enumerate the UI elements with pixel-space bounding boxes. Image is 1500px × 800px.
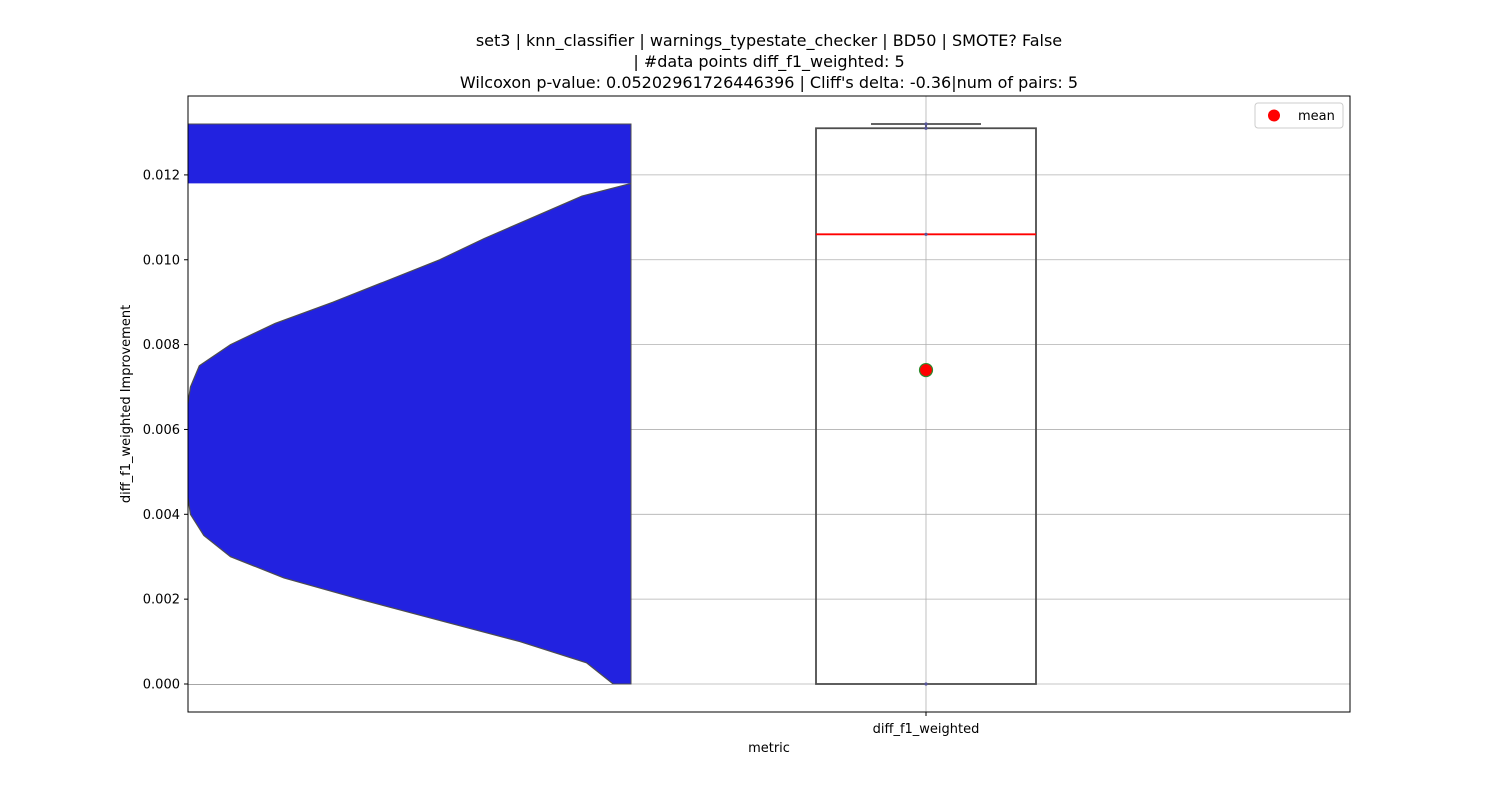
y-axis: 0.000 0.002 0.004 0.006 0.008 0.010 0.012 [143,168,188,693]
y-tick-label: 0.000 [143,678,180,693]
legend: mean [1254,102,1344,129]
chart-title-line-1: set3 | knn_classifier | warnings_typesta… [475,31,1063,50]
plot-area-frame [187,95,1351,713]
x-axis: diff_f1_weighted [873,712,980,737]
data-point [924,122,928,126]
y-tick-label: 0.004 [143,508,180,523]
violin-layer [188,123,632,685]
data-point [924,232,928,236]
data-point [924,682,928,686]
mean-marker [918,362,934,378]
violin-density-void [188,183,631,684]
chart-title-line-2: | #data points diff_f1_weighted: 5 [633,52,905,71]
y-tick-label: 0.002 [143,593,180,608]
legend-mean-marker [1268,109,1280,122]
legend-mean-label: mean [1298,109,1335,124]
legend-box [1254,102,1344,129]
violin-density-curve [188,182,632,685]
y-tick-label: 0.010 [143,253,180,268]
chart-title: set3 | knn_classifier | warnings_typesta… [188,30,1350,93]
y-axis-label: diff_f1_weighted Improvement [119,305,134,503]
x-tick-label: diff_f1_weighted [873,722,980,737]
y-tick-label: 0.006 [143,423,180,438]
chart-title-line-3: Wilcoxon p-value: 0.05202961726446396 | … [459,73,1079,92]
y-tick-label: 0.008 [143,338,180,353]
x-axis-label: metric [748,741,790,756]
y-tick-label: 0.012 [143,168,180,183]
box-plot-layer [815,122,1037,686]
data-point [924,126,928,130]
